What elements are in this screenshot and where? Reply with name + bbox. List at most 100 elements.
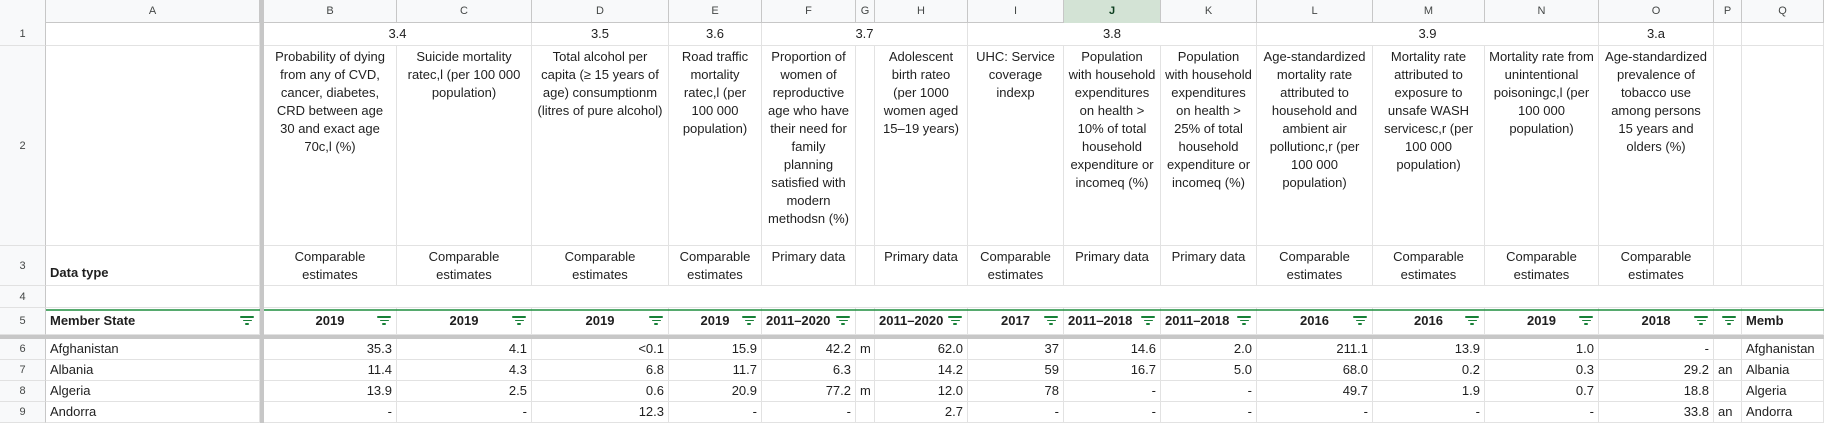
- column-header-g[interactable]: G: [856, 0, 875, 23]
- cell-f3[interactable]: Primary data: [762, 246, 856, 286]
- cell-a7[interactable]: Albania: [46, 360, 260, 381]
- cell-p2[interactable]: [1714, 46, 1742, 246]
- filter-icon[interactable]: [377, 316, 391, 326]
- cell-c7[interactable]: 4.3: [397, 360, 532, 381]
- cell-g6[interactable]: m: [856, 339, 875, 360]
- column-header-c[interactable]: C: [397, 0, 532, 23]
- select-all-corner[interactable]: [0, 0, 46, 23]
- filter-icon[interactable]: [1465, 316, 1479, 326]
- filter-icon[interactable]: [649, 316, 663, 326]
- cell-c2[interactable]: Suicide mortality ratec,l (per 100 000 p…: [397, 46, 532, 246]
- cell-g5[interactable]: [856, 308, 875, 335]
- cell-l1[interactable]: 3.9: [1257, 23, 1599, 46]
- cell-g7[interactable]: [856, 360, 875, 381]
- cell-d5[interactable]: 2019: [532, 308, 669, 335]
- cell-q9[interactable]: Andorra: [1742, 402, 1824, 423]
- row-header-3[interactable]: 3: [0, 246, 46, 286]
- cell-m2[interactable]: Mortality rate attributed to exposure to…: [1373, 46, 1485, 246]
- cell-d7[interactable]: 6.8: [532, 360, 669, 381]
- cell-d9[interactable]: 12.3: [532, 402, 669, 423]
- cell-q1[interactable]: [1742, 23, 1824, 46]
- cell-o6[interactable]: -: [1599, 339, 1714, 360]
- cell-p9[interactable]: an: [1714, 402, 1742, 423]
- cell-n5[interactable]: 2019: [1485, 308, 1599, 335]
- cell-p1[interactable]: [1714, 23, 1742, 46]
- filter-icon[interactable]: [836, 316, 850, 326]
- row-header-4[interactable]: 4: [0, 286, 46, 308]
- row-header-1[interactable]: 1: [0, 23, 46, 46]
- column-header-e[interactable]: E: [669, 0, 762, 23]
- cell-q3[interactable]: [1742, 246, 1824, 286]
- cell-e3[interactable]: Comparable estimates: [669, 246, 762, 286]
- column-header-k[interactable]: K: [1161, 0, 1257, 23]
- row-header-6[interactable]: 6: [0, 339, 46, 360]
- cell-j8[interactable]: -: [1064, 381, 1161, 402]
- cell-j6[interactable]: 14.6: [1064, 339, 1161, 360]
- cell-a2[interactable]: [46, 46, 260, 246]
- cell-g8[interactable]: m: [856, 381, 875, 402]
- cell-h9[interactable]: 2.7: [875, 402, 968, 423]
- cell-f6[interactable]: 42.2: [762, 339, 856, 360]
- cell-p8[interactable]: [1714, 381, 1742, 402]
- row-header-7[interactable]: 7: [0, 360, 46, 381]
- cell-l6[interactable]: 211.1: [1257, 339, 1373, 360]
- filter-icon[interactable]: [512, 316, 526, 326]
- cell-f5[interactable]: 2011–2020: [762, 308, 856, 335]
- cell-i7[interactable]: 59: [968, 360, 1064, 381]
- cell-i3[interactable]: Comparable estimates: [968, 246, 1064, 286]
- cell-j3[interactable]: Primary data: [1064, 246, 1161, 286]
- cell-f2[interactable]: Proportion of women of reproductive age …: [762, 46, 856, 246]
- cell-o2[interactable]: Age-standardized prevalence of tobacco u…: [1599, 46, 1714, 246]
- cell-a4[interactable]: [46, 286, 260, 308]
- cell-d3[interactable]: Comparable estimates: [532, 246, 669, 286]
- frozen-columns-divider[interactable]: [260, 0, 264, 423]
- cell-q5[interactable]: Memb: [1742, 308, 1824, 335]
- cell-h7[interactable]: 14.2: [875, 360, 968, 381]
- filter-icon[interactable]: [1353, 316, 1367, 326]
- cell-i5[interactable]: 2017: [968, 308, 1064, 335]
- filter-icon[interactable]: [1579, 316, 1593, 326]
- cell-c3[interactable]: Comparable estimates: [397, 246, 532, 286]
- cell-d2[interactable]: Total alcohol per capita (≥ 15 years of …: [532, 46, 669, 246]
- cell-k5[interactable]: 2011–2018: [1161, 308, 1257, 335]
- cell-l7[interactable]: 68.0: [1257, 360, 1373, 381]
- cell-g2[interactable]: [856, 46, 875, 246]
- cell-o5[interactable]: 2018: [1599, 308, 1714, 335]
- cell-b9[interactable]: -: [264, 402, 397, 423]
- cell-i1[interactable]: 3.8: [968, 23, 1257, 46]
- row-header-2[interactable]: 2: [0, 46, 46, 246]
- cell-i8[interactable]: 78: [968, 381, 1064, 402]
- cell-o1[interactable]: 3.a: [1599, 23, 1714, 46]
- column-header-i[interactable]: I: [968, 0, 1064, 23]
- cell-c6[interactable]: 4.1: [397, 339, 532, 360]
- cell-l2[interactable]: Age-standardized mortality rate attribut…: [1257, 46, 1373, 246]
- cell-e1[interactable]: 3.6: [669, 23, 762, 46]
- cell-h6[interactable]: 62.0: [875, 339, 968, 360]
- cell-b2[interactable]: Probability of dying from any of CVD, ca…: [264, 46, 397, 246]
- cell-o8[interactable]: 18.8: [1599, 381, 1714, 402]
- filter-icon[interactable]: [1694, 316, 1708, 326]
- cell-p6[interactable]: [1714, 339, 1742, 360]
- row-header-9[interactable]: 9: [0, 402, 46, 423]
- cell-a6[interactable]: Afghanistan: [46, 339, 260, 360]
- column-header-h[interactable]: H: [875, 0, 968, 23]
- cell-h3[interactable]: Primary data: [875, 246, 968, 286]
- cell-b8[interactable]: 13.9: [264, 381, 397, 402]
- cell-a3[interactable]: Data type: [46, 246, 260, 286]
- cell-e5[interactable]: 2019: [669, 308, 762, 335]
- cell-k6[interactable]: 2.0: [1161, 339, 1257, 360]
- cell-j5[interactable]: 2011–2018: [1064, 308, 1161, 335]
- cell-k3[interactable]: Primary data: [1161, 246, 1257, 286]
- filter-icon[interactable]: [948, 316, 962, 326]
- cell-c8[interactable]: 2.5: [397, 381, 532, 402]
- column-header-l[interactable]: L: [1257, 0, 1373, 23]
- cell-q6[interactable]: Afghanistan: [1742, 339, 1824, 360]
- cell-o9[interactable]: 33.8: [1599, 402, 1714, 423]
- column-header-o[interactable]: O: [1599, 0, 1714, 23]
- column-header-p[interactable]: P: [1714, 0, 1742, 23]
- cell-m8[interactable]: 1.9: [1373, 381, 1485, 402]
- cell-m7[interactable]: 0.2: [1373, 360, 1485, 381]
- cell-f9[interactable]: -: [762, 402, 856, 423]
- cell-l5[interactable]: 2016: [1257, 308, 1373, 335]
- cell-i6[interactable]: 37: [968, 339, 1064, 360]
